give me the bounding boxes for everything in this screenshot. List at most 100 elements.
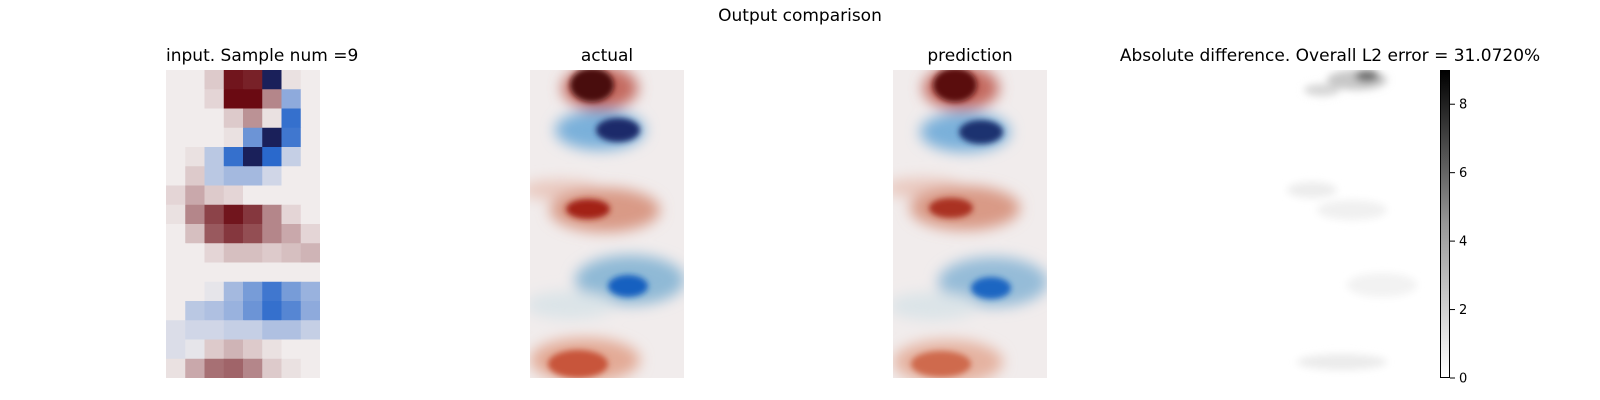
input-cell bbox=[300, 339, 320, 360]
input-cell bbox=[204, 204, 225, 225]
input-cell bbox=[243, 320, 263, 340]
input-cell bbox=[262, 70, 282, 90]
colorbar-tick-label: 6 bbox=[1459, 166, 1467, 181]
colorbar-tick-label: 8 bbox=[1459, 98, 1467, 113]
input-cell bbox=[300, 358, 320, 378]
vortex-arm bbox=[530, 291, 615, 319]
input-cell bbox=[204, 108, 225, 129]
input-cell bbox=[281, 281, 302, 302]
blue-vortex-core bbox=[608, 275, 648, 297]
panel-title-prediction: prediction bbox=[927, 46, 1013, 66]
input-cell bbox=[300, 320, 320, 340]
input-cell bbox=[262, 281, 282, 302]
input-cell bbox=[223, 166, 244, 186]
input-cell bbox=[204, 127, 225, 148]
prediction-heatmap bbox=[893, 70, 1047, 378]
panel-title-input: input. Sample num =9 bbox=[166, 46, 359, 66]
blue-vortex-core bbox=[596, 118, 640, 142]
input-cell bbox=[185, 281, 205, 302]
input-cell bbox=[223, 281, 244, 302]
figure-suptitle: Output comparison bbox=[718, 6, 882, 26]
input-cell bbox=[243, 166, 263, 186]
input-cell bbox=[185, 147, 205, 167]
vortex-arm bbox=[893, 292, 978, 320]
actual-heatmap bbox=[530, 70, 684, 378]
input-cell bbox=[185, 166, 205, 186]
input-cell bbox=[185, 243, 205, 263]
input-cell bbox=[300, 185, 320, 206]
input-cell bbox=[223, 204, 244, 225]
input-cell bbox=[262, 243, 282, 263]
input-cell bbox=[204, 166, 225, 186]
input-cell bbox=[185, 358, 205, 378]
colorbar-tick-label: 2 bbox=[1459, 303, 1467, 318]
red-vortex-core bbox=[933, 70, 977, 102]
input-cell bbox=[243, 70, 263, 90]
input-cell bbox=[300, 70, 320, 90]
input-cell bbox=[281, 89, 302, 109]
input-cell bbox=[262, 127, 282, 148]
input-cell bbox=[223, 320, 244, 340]
input-cell bbox=[281, 127, 302, 148]
input-cell bbox=[204, 185, 225, 206]
input-heatmap bbox=[166, 70, 320, 378]
input-cell bbox=[300, 204, 320, 225]
input-cell bbox=[204, 89, 225, 109]
input-cell bbox=[281, 108, 302, 129]
error-region bbox=[1317, 200, 1387, 220]
input-cell bbox=[223, 108, 244, 129]
input-cell bbox=[185, 108, 205, 129]
blue-vortex-core bbox=[971, 277, 1011, 299]
input-cell bbox=[223, 262, 244, 283]
input-cell bbox=[166, 320, 186, 340]
input-cell bbox=[223, 127, 244, 148]
difference-heatmap bbox=[1282, 70, 1436, 378]
input-cell bbox=[166, 70, 186, 90]
input-cell bbox=[243, 243, 263, 263]
input-cell bbox=[243, 301, 263, 321]
input-cell bbox=[243, 339, 263, 360]
input-cell bbox=[281, 301, 302, 321]
input-cell bbox=[166, 166, 186, 186]
input-cell bbox=[204, 320, 225, 340]
input-cell bbox=[262, 147, 282, 167]
input-cell bbox=[243, 224, 263, 244]
input-cell bbox=[262, 301, 282, 321]
input-cell bbox=[262, 204, 282, 225]
input-cell bbox=[204, 224, 225, 244]
input-cell bbox=[166, 204, 186, 225]
input-cell bbox=[185, 320, 205, 340]
input-cell bbox=[166, 185, 186, 206]
error-region bbox=[1297, 354, 1387, 370]
input-cell bbox=[281, 262, 302, 283]
input-cell bbox=[281, 204, 302, 225]
input-cell bbox=[262, 339, 282, 360]
input-cell bbox=[223, 339, 244, 360]
panel-title-actual: actual bbox=[580, 46, 634, 66]
input-cell bbox=[300, 262, 320, 283]
input-cell bbox=[262, 262, 282, 283]
input-cell bbox=[300, 108, 320, 129]
input-cell bbox=[223, 70, 244, 90]
error-region bbox=[1287, 182, 1337, 198]
input-cell bbox=[204, 147, 225, 167]
input-cell bbox=[185, 70, 205, 90]
red-vortex-core bbox=[911, 351, 971, 377]
input-cell bbox=[204, 301, 225, 321]
panel-title-difference: Absolute difference. Overall L2 error = … bbox=[1119, 46, 1541, 66]
input-cell bbox=[281, 358, 302, 378]
input-cell bbox=[166, 147, 186, 167]
input-cell bbox=[281, 185, 302, 206]
input-cell bbox=[281, 166, 302, 186]
error-region bbox=[1304, 84, 1340, 96]
input-cell bbox=[262, 358, 282, 378]
input-cell bbox=[204, 358, 225, 378]
input-cell bbox=[223, 224, 244, 244]
input-cell bbox=[281, 339, 302, 360]
input-cell bbox=[223, 185, 244, 206]
input-cell bbox=[243, 204, 263, 225]
colorbar-tick-label: 0 bbox=[1459, 372, 1467, 387]
background bbox=[1282, 70, 1436, 378]
blue-vortex-core bbox=[959, 120, 1003, 144]
red-vortex-core bbox=[929, 198, 973, 218]
